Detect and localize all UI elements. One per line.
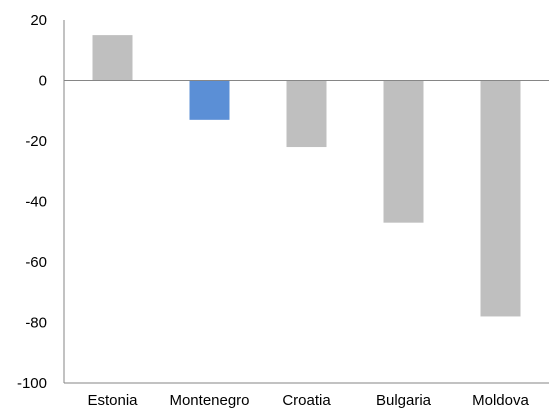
x-tick-label-bulgaria: Bulgaria xyxy=(376,392,432,409)
y-tick-label: 20 xyxy=(30,12,47,29)
y-tick-label: -40 xyxy=(25,194,47,211)
y-tick-label: -80 xyxy=(25,315,47,332)
y-tick-label: 0 xyxy=(39,73,47,90)
x-tick-label-montenegro: Montenegro xyxy=(169,392,249,409)
bar-bulgaria xyxy=(383,80,424,223)
y-tick-label: -20 xyxy=(25,133,47,150)
bar-moldova xyxy=(480,80,521,317)
bar-montenegro xyxy=(189,80,230,120)
y-tick-label: -60 xyxy=(25,254,47,271)
y-tick-label: -100 xyxy=(17,375,47,392)
x-axis-labels: Estonia Montenegro Croatia Bulgaria Moldova xyxy=(87,392,529,409)
bar-estonia xyxy=(92,35,133,81)
x-tick-label-moldova: Moldova xyxy=(472,392,529,409)
x-tick-label-estonia: Estonia xyxy=(87,392,138,409)
bar-croatia xyxy=(286,80,327,148)
x-tick-label-croatia: Croatia xyxy=(282,392,331,409)
bars-group xyxy=(92,35,521,317)
y-axis-ticks: 20 0 -20 -40 -60 -80 -100 xyxy=(17,12,47,392)
